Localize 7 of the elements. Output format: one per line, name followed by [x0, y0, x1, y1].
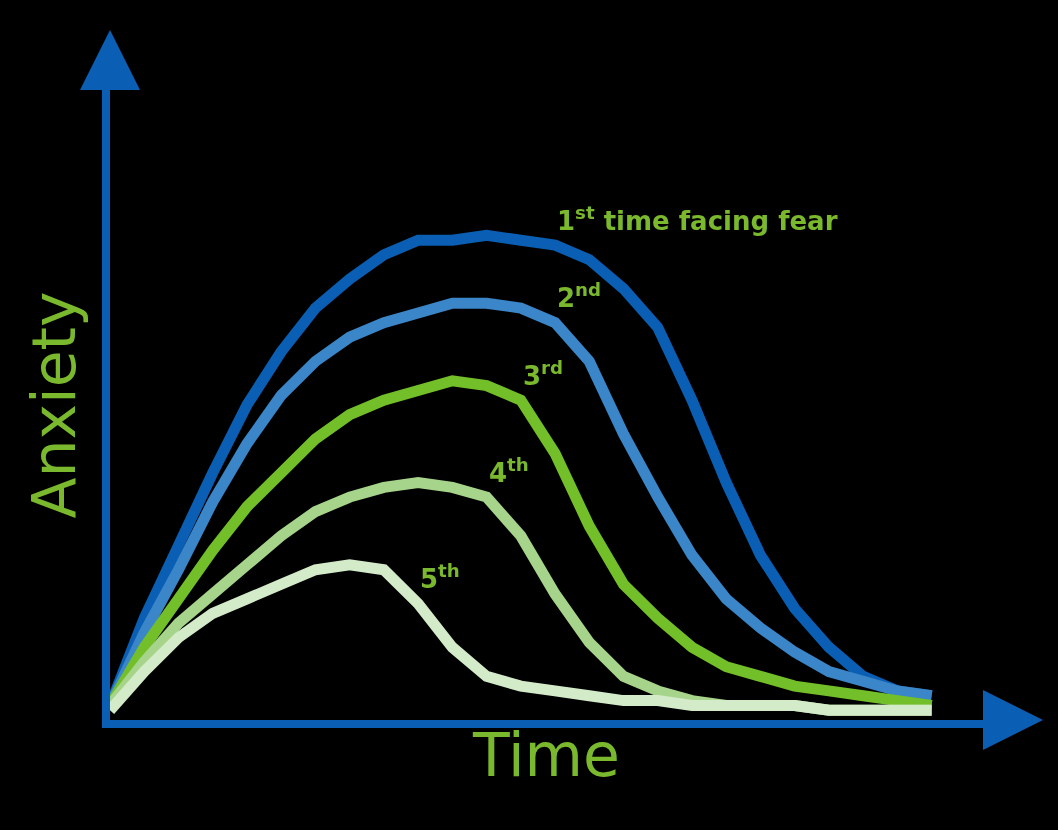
series-label: 1$^{st}$ time facing fear: [557, 202, 838, 236]
y-axis-title: Anxiety: [19, 291, 89, 519]
series-label: 2$^{nd}$: [557, 279, 602, 313]
series-label: 3$^{rd}$: [523, 357, 564, 391]
series-label: 5$^{th}$: [420, 560, 460, 594]
series-label: 4$^{th}$: [489, 454, 529, 488]
x-axis-title: Time: [472, 720, 620, 790]
